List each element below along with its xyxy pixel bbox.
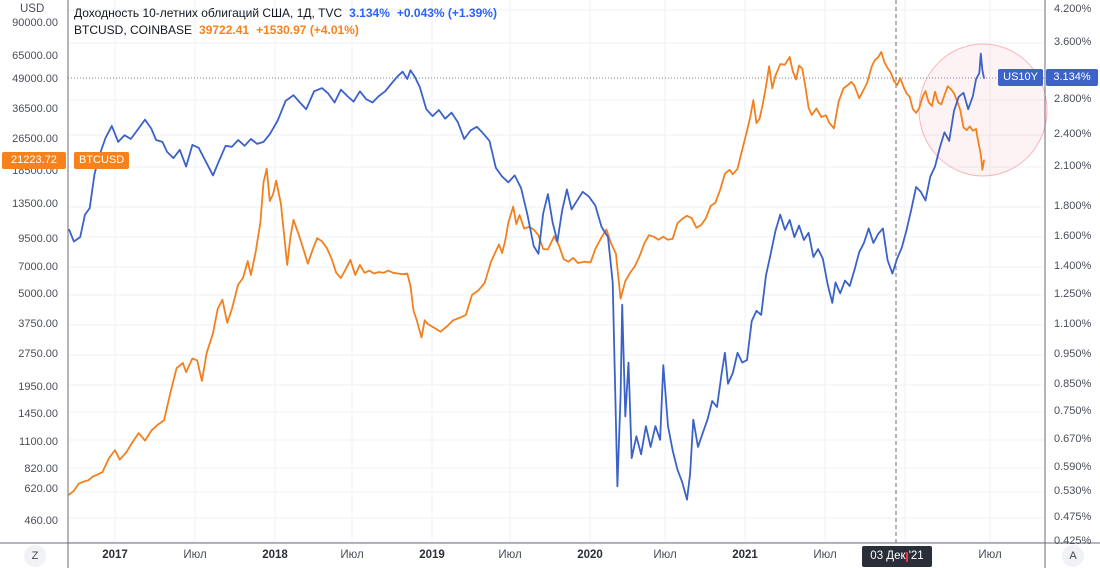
percent-label: 1.600%: [1054, 230, 1092, 242]
price-label: 1950.00: [18, 381, 58, 393]
price-label: 13500.00: [12, 198, 58, 210]
btc-series-label-badge: BTCUSD: [74, 151, 130, 169]
btc-change: +1530.97 (+4.01%): [256, 23, 359, 37]
time-label: 2019: [419, 549, 445, 561]
btc-last-price-axis-badge: 21223.72: [2, 151, 66, 169]
us10y-line-series[interactable]: [68, 52, 985, 501]
price-label: 9500.00: [18, 233, 58, 245]
percent-label: 0.750%: [1054, 405, 1092, 417]
time-label: Июл: [813, 549, 837, 561]
right-price-scale[interactable]: 4.200% 3.600% 2.800% 2.400% 2.100% 1.800% 1.60…: [1045, 0, 1100, 547]
time-label: Июл: [978, 549, 1002, 561]
percent-label: 1.100%: [1054, 318, 1092, 330]
price-label: 2750.00: [18, 348, 58, 360]
us10y-change: +0.043% (+1.39%): [396, 6, 497, 20]
legend-row-btcusd[interactable]: BTCUSD, COINBASE 39722.41 +1530.97 (+4.01%…: [74, 22, 497, 39]
price-label: 460.00: [24, 515, 58, 527]
btcusd-line-series[interactable]: [68, 51, 985, 496]
percent-label: 0.475%: [1054, 511, 1092, 523]
legend-row-us10y[interactable]: Доходность 10-летних облигаций США, 1Д, …: [74, 5, 497, 22]
percent-label: 2.800%: [1054, 93, 1092, 105]
time-label: 2020: [577, 549, 603, 561]
auto-scale-button[interactable]: A: [1062, 545, 1084, 567]
price-label: 620.00: [24, 483, 58, 495]
time-label: 2018: [262, 549, 288, 561]
time-label: Июл: [653, 549, 677, 561]
price-label: 5000.00: [18, 288, 58, 300]
price-label: 36500.00: [12, 103, 58, 115]
percent-label: 1.800%: [1054, 200, 1092, 212]
btc-series-title: BTCUSD, COINBASE: [74, 23, 193, 37]
percent-label: 0.590%: [1054, 461, 1092, 473]
crosshair-date-badge: 03 Дек '21: [862, 546, 932, 567]
time-label: Июл: [498, 549, 522, 561]
legend: Доходность 10-летних облигаций США, 1Д, …: [74, 5, 497, 39]
time-label: 2021: [732, 549, 758, 561]
percent-label: 1.400%: [1054, 260, 1092, 272]
percent-label: 0.670%: [1054, 433, 1092, 445]
price-label: 65000.00: [12, 50, 58, 62]
btc-last-value: 39722.41: [199, 23, 250, 37]
percent-label: 2.100%: [1054, 160, 1092, 172]
percent-label: 3.600%: [1054, 36, 1092, 48]
price-label: 49000.00: [12, 73, 58, 85]
left-axis-unit-label: USD: [20, 3, 45, 15]
price-label: 1450.00: [18, 408, 58, 420]
time-label: Июл: [340, 549, 364, 561]
record-marker-icon: [906, 552, 908, 562]
percent-label: 0.850%: [1054, 378, 1092, 390]
price-label: 26500.00: [12, 133, 58, 145]
crosshair-date-text: 03 Дек '21: [870, 550, 924, 562]
price-label: 7000.00: [18, 261, 58, 273]
price-label: 820.00: [24, 463, 58, 475]
price-label: 1100.00: [19, 436, 58, 448]
percent-label: 0.425%: [1054, 535, 1092, 547]
price-label: 3750.00: [18, 318, 58, 330]
percent-label: 2.400%: [1054, 128, 1092, 140]
time-label: Июл: [183, 549, 207, 561]
left-price-scale[interactable]: USD 90000.00 65000.00 49000.00 36500.00 2650…: [0, 0, 68, 543]
time-label: 2017: [102, 549, 128, 561]
percent-label: 4.200%: [1054, 3, 1092, 15]
price-label: 90000.00: [12, 17, 58, 29]
percent-label: 0.950%: [1054, 348, 1092, 360]
us10y-series-label-badge: US10Y: [998, 69, 1043, 87]
percent-label: 0.530%: [1054, 485, 1092, 497]
us10y-series-title: Доходность 10-летних облигаций США, 1Д, …: [74, 6, 343, 20]
us10y-last-value: 3.134%: [349, 6, 390, 20]
percent-label: 1.250%: [1054, 288, 1092, 300]
us10y-last-value-axis-badge: 3.134%: [1046, 69, 1098, 87]
timezone-button[interactable]: Z: [24, 545, 46, 567]
